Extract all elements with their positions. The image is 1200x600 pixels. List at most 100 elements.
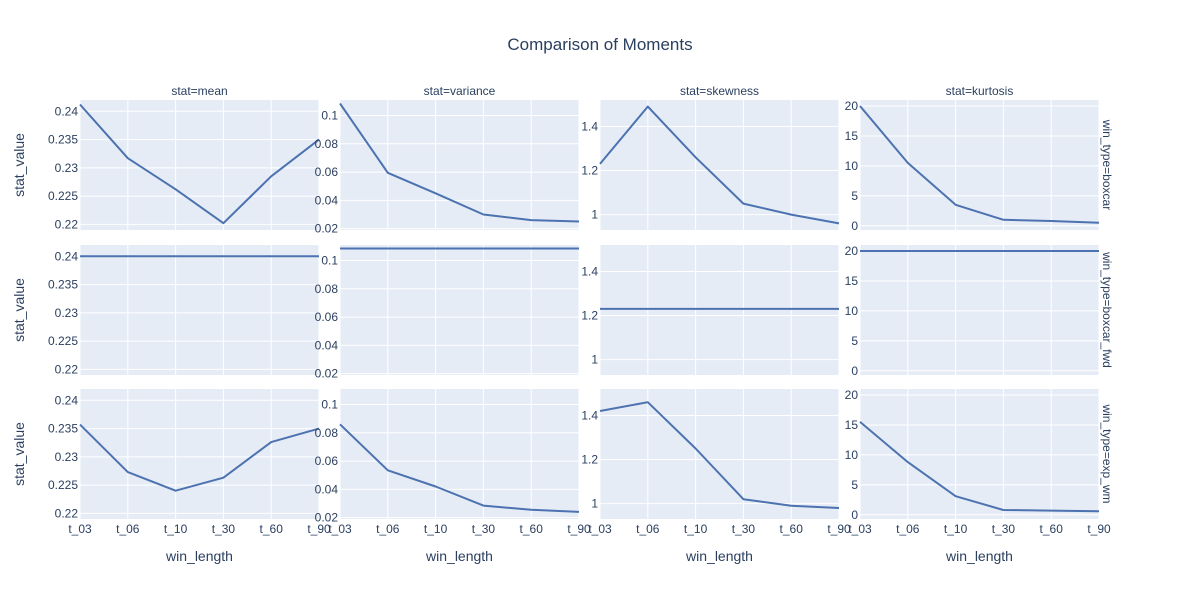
y-tick-label: 15	[845, 418, 859, 432]
y-tick-label: 0.06	[315, 165, 339, 179]
y-tick-label: 0.22	[55, 506, 79, 520]
series-line	[79, 423, 320, 492]
panel-background	[600, 245, 839, 375]
y-tick-label: 0.06	[315, 310, 339, 324]
panel-background	[860, 100, 1099, 230]
y-tick-label: 0.22	[55, 217, 79, 231]
y-axis-label: stat_value	[11, 422, 27, 486]
panel-background	[860, 245, 1099, 375]
y-tick-label: 15	[845, 129, 859, 143]
x-tick-label: t_90	[827, 522, 851, 536]
y-axis-label: stat_value	[11, 133, 27, 197]
y-axis-label: stat_value	[11, 278, 27, 342]
x-tick-label: t_30	[732, 522, 756, 536]
y-tick-label: 1	[591, 208, 598, 222]
y-tick-label: 0.1	[321, 254, 338, 268]
x-tick-label: t_10	[164, 522, 188, 536]
y-tick-label: 20	[845, 244, 859, 258]
x-tick-label: t_90	[567, 522, 591, 536]
y-tick-label: 10	[845, 448, 859, 462]
y-tick-label: 0.02	[315, 367, 339, 381]
x-tick-label: t_60	[260, 522, 284, 536]
y-tick-label: 0.08	[315, 137, 339, 151]
y-tick-label: 1.4	[581, 408, 598, 422]
y-tick-label: 1.2	[581, 309, 598, 323]
panel-background	[80, 100, 319, 230]
y-tick-label: 0.225	[48, 334, 78, 348]
y-tick-label: 0	[851, 508, 858, 522]
x-tick-label: t_03	[68, 522, 92, 536]
row-title: win_type=exp_wm	[1100, 403, 1114, 503]
series-line	[79, 103, 320, 225]
y-tick-label: 5	[851, 189, 858, 203]
series-line	[859, 421, 1100, 513]
panel-background	[600, 100, 839, 230]
y-tick-label: 5	[851, 334, 858, 348]
panel-background	[600, 389, 839, 519]
y-tick-label: 0.08	[315, 426, 339, 440]
series-line	[339, 102, 580, 223]
y-tick-label: 0.06	[315, 454, 339, 468]
row-title: win_type=boxcar	[1100, 119, 1114, 210]
x-tick-label: t_30	[992, 522, 1016, 536]
column-title-mean: stat=mean	[171, 84, 227, 98]
column-title-kurtosis: stat=kurtosis	[946, 84, 1014, 98]
y-tick-label: 20	[845, 99, 859, 113]
series-line	[599, 401, 840, 509]
y-tick-label: 0.24	[55, 104, 79, 118]
y-tick-label: 0.225	[48, 189, 78, 203]
y-tick-label: 0.23	[55, 450, 79, 464]
row-title: win_type=boxcar_fwd	[1100, 251, 1114, 368]
y-tick-label: 1.4	[581, 264, 598, 278]
y-tick-label: 0.04	[315, 193, 339, 207]
y-tick-label: 1.2	[581, 453, 598, 467]
x-tick-label: t_03	[848, 522, 872, 536]
x-tick-label: t_90	[1087, 522, 1111, 536]
panel-background	[860, 389, 1099, 519]
series-line	[339, 423, 580, 513]
y-tick-label: 0.02	[315, 222, 339, 236]
y-tick-label: 0.235	[48, 422, 78, 436]
x-tick-label: t_60	[1040, 522, 1064, 536]
y-tick-label: 0.02	[315, 511, 339, 525]
y-tick-label: 0.235	[48, 133, 78, 147]
panel-background	[340, 389, 579, 519]
y-tick-label: 1.2	[581, 164, 598, 178]
y-tick-label: 0.24	[55, 249, 79, 263]
panel-background	[80, 245, 319, 375]
x-tick-label: t_60	[780, 522, 804, 536]
x-tick-label: t_60	[520, 522, 544, 536]
y-tick-label: 15	[845, 274, 859, 288]
panel-background	[340, 100, 579, 230]
panel-background	[340, 245, 579, 375]
y-tick-label: 0.225	[48, 478, 78, 492]
x-axis-label: win_length	[945, 548, 1013, 564]
x-tick-label: t_03	[328, 522, 352, 536]
column-title-variance: stat=variance	[424, 84, 496, 98]
x-tick-label: t_90	[307, 522, 331, 536]
y-tick-label: 10	[845, 159, 859, 173]
y-tick-label: 1	[591, 353, 598, 367]
y-tick-label: 0.22	[55, 362, 79, 376]
x-tick-label: t_10	[944, 522, 968, 536]
x-axis-label: win_length	[165, 548, 233, 564]
y-tick-label: 0.04	[315, 338, 339, 352]
y-tick-label: 10	[845, 304, 859, 318]
y-tick-label: 0.235	[48, 278, 78, 292]
chart-title: Comparison of Moments	[507, 35, 692, 54]
y-tick-label: 0.08	[315, 282, 339, 296]
panel-background	[80, 389, 319, 519]
x-tick-label: t_06	[896, 522, 920, 536]
y-tick-label: 1	[591, 497, 598, 511]
y-tick-label: 0	[851, 219, 858, 233]
x-axis-label: win_length	[425, 548, 493, 564]
y-tick-label: 1.4	[581, 119, 598, 133]
x-tick-label: t_30	[212, 522, 236, 536]
x-tick-label: t_10	[684, 522, 708, 536]
y-tick-label: 0.1	[321, 109, 338, 123]
x-tick-label: t_30	[472, 522, 496, 536]
x-tick-label: t_06	[116, 522, 140, 536]
series-line	[599, 105, 840, 225]
column-title-skewness: stat=skewness	[680, 84, 759, 98]
